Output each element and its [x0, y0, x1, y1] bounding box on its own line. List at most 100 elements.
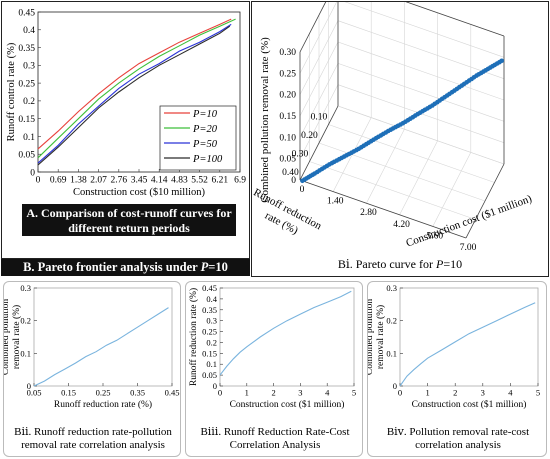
chart-bii: 0.05 0.15 0.25 0.35 0.45 0 0.1 0.2 0.3 Runoff red… — [4, 283, 180, 410]
y-tick-label: 0.20 — [301, 131, 318, 141]
legend-label: P=50 — [192, 139, 218, 150]
y-axis-label-line1: Combined pollution — [4, 299, 11, 376]
y-tick-label: 0.1 — [23, 133, 35, 143]
x-tick-label: 4.14 — [151, 176, 168, 186]
series-line — [399, 302, 536, 387]
x-tick-label: 5.52 — [191, 176, 208, 186]
x-axis-label: Construction cost ($1 million) — [412, 399, 527, 410]
x-tick-label: 4.83 — [171, 176, 188, 186]
x-tick-label: 3 — [298, 388, 302, 398]
floor-grid-line — [328, 124, 495, 183]
caption-a: A. Comparison of cost-runoff curves for … — [22, 204, 236, 236]
series-line-p-100 — [37, 25, 231, 166]
y-axis-label-line2: removal rate (%) — [11, 305, 22, 369]
caption-bi-p: P — [436, 257, 444, 271]
z-tick-label: 0 — [291, 176, 296, 186]
y-tick-label: 0.10 — [311, 112, 328, 122]
y-tick-label: 0.15 — [202, 348, 217, 358]
legend-box — [159, 105, 237, 171]
y-tick-label: 0.4 — [206, 294, 217, 304]
z-axis-label: Combined pollution removal rate (%) — [259, 37, 271, 203]
caption-b-p: P — [200, 260, 209, 274]
x-tick-label: 5 — [352, 388, 356, 398]
y-tick-label: 0.2 — [20, 316, 31, 326]
y-tick-label: 0.15 — [18, 115, 35, 125]
y-tick-label: 0.2 — [206, 337, 217, 347]
series-line — [219, 290, 352, 376]
x-tick-label: 3 — [481, 388, 485, 398]
panel-biii-frame — [185, 281, 363, 457]
caption-b: B. Pareto frontier analysis under P=10 — [1, 259, 250, 276]
series-line-p-10 — [37, 18, 232, 150]
x-tick-label: 0 — [218, 388, 222, 398]
x-tick-label: 5 — [536, 388, 540, 398]
x-tick-label: 7.00 — [460, 243, 477, 253]
caption-bii-line1: Bⅱ. Runoff reduction rate-pollution — [14, 426, 172, 438]
caption-bii: Bⅱ. Runoff reduction rate-pollution remo… — [8, 426, 178, 452]
caption-bi-prefix: Bⅰ. Pareto curve for — [337, 257, 436, 271]
wall-grid-line — [299, 2, 505, 53]
plot-frame — [219, 287, 355, 387]
caption-bii-line2: removal rate correlation analysis — [21, 439, 165, 451]
caption-biii-line1: Bⅲ. Runoff Reduction Rate-Cost — [200, 426, 350, 438]
x-tick-label: 0.45 — [165, 388, 180, 398]
z-tick-label: 0.25 — [279, 69, 296, 79]
caption-biii-line2: Correlation Analysis — [229, 439, 321, 451]
y-tick-label: 0.45 — [18, 8, 35, 18]
scatter-point — [499, 58, 504, 64]
y-tick-label: 0.2 — [23, 97, 35, 107]
panel-bi-frame — [251, 1, 549, 277]
caption-biv: Bⅳ. Pollution removal rate-cost correlat… — [372, 426, 544, 452]
y-tick-label: 0 — [30, 168, 35, 178]
x-tick-label: 6.21 — [211, 176, 228, 186]
caption-b-prefix: B. Pareto frontier analysis under — [23, 260, 201, 274]
x-tick-label: 0 — [300, 185, 305, 195]
z-tick-label: 0.10 — [279, 133, 296, 143]
caption-bi: Bⅰ. Pareto curve for P=10 — [330, 258, 470, 271]
y-tick-label: 0.1 — [386, 348, 397, 358]
chart-bi: 0 0.05 0.10 0.15 0.20 0.25 0.30 0 1.40 2.80 4.20 5.… — [252, 2, 534, 253]
floor-grid-line — [309, 161, 476, 220]
caption-bi-suffix: =10 — [443, 257, 463, 271]
x-tick-label: 1 — [245, 388, 249, 398]
x-tick-label: 2.80 — [360, 208, 377, 218]
caption-biv-line2: correlation analysis — [415, 439, 501, 451]
y-tick-label: 0.3 — [206, 316, 217, 326]
x-tick-label: 0 — [36, 176, 41, 186]
x-tick-label: 0.05 — [27, 388, 42, 398]
plot-frame — [33, 287, 173, 387]
x-tick-label: 0.15 — [61, 388, 76, 398]
y-tick-label: 0.35 — [202, 305, 217, 315]
z-tick-label: 0.15 — [279, 112, 296, 122]
box-edge — [465, 163, 505, 239]
y-axis-label-line2: removal rate (%) — [375, 305, 386, 369]
x-tick-label: 4.20 — [393, 220, 410, 230]
x-tick-label: 0 — [398, 388, 402, 398]
y-axis-label: Runoff reduction rate (%) — [188, 288, 199, 386]
legend-label: P=100 — [192, 154, 223, 165]
x-tick-label: 2 — [453, 388, 457, 398]
series-line-p-50 — [37, 23, 232, 164]
y-tick-label: 0.05 — [202, 370, 217, 380]
z-tick-label: 0.05 — [279, 155, 296, 165]
y-tick-label: 0.05 — [18, 151, 35, 161]
y-axis-label: Runoff control rate (%) — [6, 42, 17, 141]
panel-a-frame — [1, 1, 250, 259]
x-tick-label: 1 — [425, 388, 429, 398]
y-tick-label: 0.30 — [292, 149, 309, 159]
y-tick-label: 0.4 — [23, 26, 35, 36]
runoff-axis-line — [299, 105, 339, 181]
caption-a-line1: A. Comparison of cost-runoff curves for — [26, 206, 232, 220]
series-line — [33, 307, 169, 387]
caption-biii: Bⅲ. Runoff Reduction Rate-Cost Correlati… — [190, 426, 360, 452]
box-edge — [299, 2, 327, 53]
plot-frame — [399, 287, 539, 387]
x-tick-label: 4 — [325, 388, 330, 398]
x-tick-label: 1.40 — [327, 197, 344, 207]
floor-grid-line — [318, 142, 486, 202]
x-tick-label: 2.07 — [90, 176, 107, 186]
y-tick-label: 0 — [393, 381, 397, 391]
x-axis-label: Construction cost ($10 million) — [73, 187, 206, 198]
x-tick-label: 0.35 — [130, 388, 145, 398]
z-tick-label: 0.30 — [279, 48, 296, 58]
